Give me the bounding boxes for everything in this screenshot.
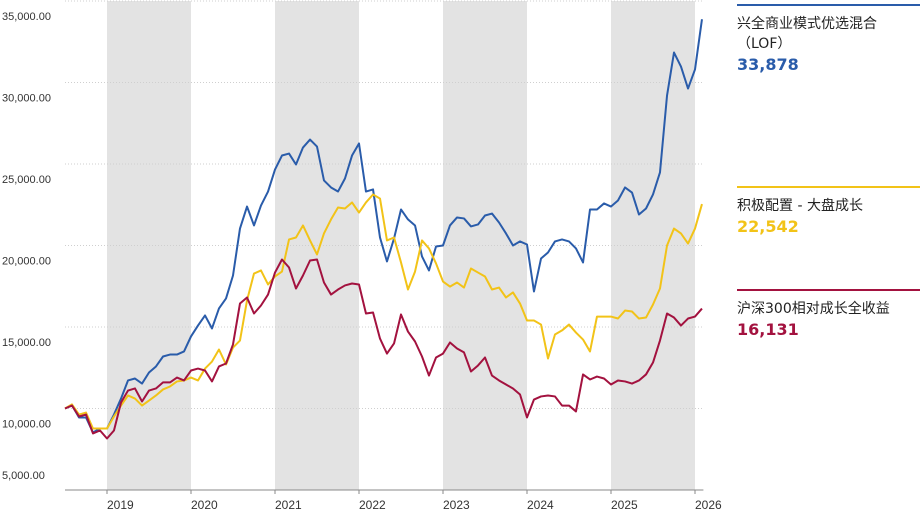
x-tick-label: 2022 [359,498,386,512]
end-value-label: 16,131 [737,320,799,339]
y-tick-label: 35,000.00 [2,11,51,23]
x-tick-label: 2025 [611,498,638,512]
end-value-label: 33,878 [737,55,799,74]
x-tick-label: 2024 [527,498,554,512]
legend-label: 兴全商业模式优选混合（LOF） [737,16,877,52]
y-tick-label: 10,000.00 [2,418,51,430]
legend-entry: 兴全商业模式优选混合（LOF） 33,878 [737,4,920,76]
series-line [64,258,703,440]
x-tick-label: 2019 [107,498,134,512]
end-value-label: 22,542 [737,217,799,236]
x-tick-label: 2026 [695,498,722,512]
series-line [64,193,703,430]
series-line [64,19,703,434]
x-tick-label: 2020 [191,498,218,512]
legend-entry: 沪深300相对成长全收益 16,131 [737,289,920,341]
y-tick-label: 15,000.00 [2,337,51,349]
legend-swatch [737,186,920,188]
legend-entry: 积极配置 - 大盘成长 22,542 [737,186,920,238]
legend-swatch [737,4,920,6]
y-tick-label: 25,000.00 [2,174,51,186]
y-tick-label: 20,000.00 [2,255,51,267]
y-tick-label: 5,000.00 [2,470,45,482]
y-tick-label: 30,000.00 [2,92,51,104]
legend-label: 积极配置 - 大盘成长 [737,198,863,214]
x-tick-label: 2021 [275,498,302,512]
x-tick-label: 2023 [443,498,470,512]
legend-label: 沪深300相对成长全收益 [737,301,890,317]
legend-swatch [737,289,920,291]
